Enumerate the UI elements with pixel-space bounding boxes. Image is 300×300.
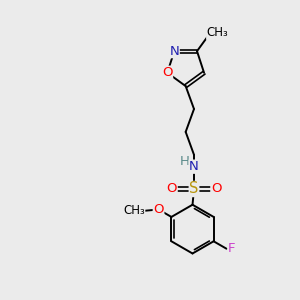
Text: N: N <box>189 160 199 173</box>
Text: O: O <box>153 203 164 216</box>
Text: S: S <box>189 182 199 196</box>
Text: CH₃: CH₃ <box>123 205 145 218</box>
Text: F: F <box>228 242 236 255</box>
Text: N: N <box>169 45 179 58</box>
Text: H: H <box>180 155 189 168</box>
Text: O: O <box>162 66 172 79</box>
Text: O: O <box>211 182 221 196</box>
Text: CH₃: CH₃ <box>207 26 228 39</box>
Text: O: O <box>167 182 177 196</box>
